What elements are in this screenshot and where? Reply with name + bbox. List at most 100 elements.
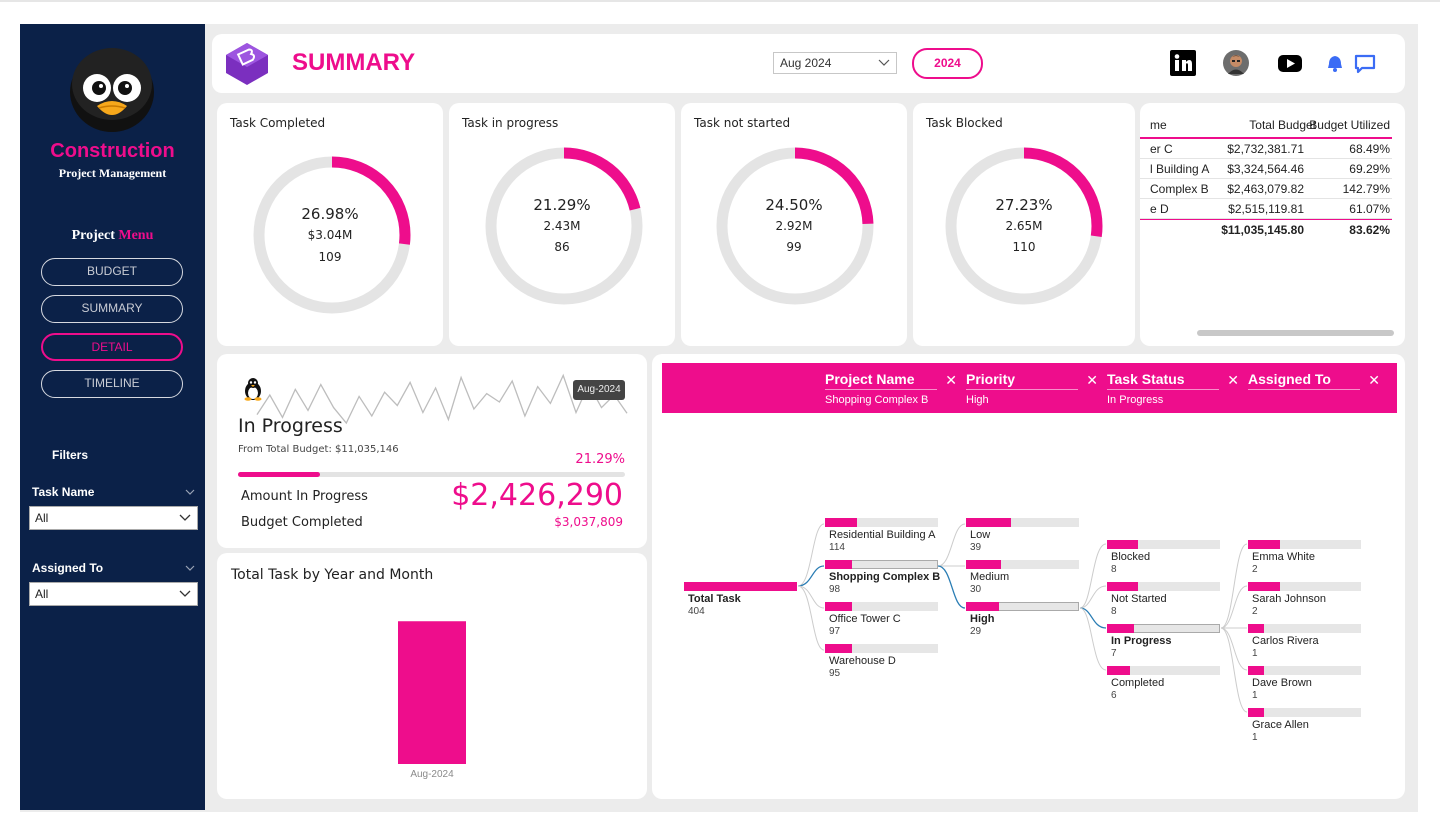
tree-node[interactable]: Shopping Complex B 98	[825, 560, 940, 598]
tree-node[interactable]: In Progress 7	[1107, 624, 1220, 662]
tree-node[interactable]: Sarah Johnson 2	[1248, 582, 1361, 620]
tree-node[interactable]: Carlos Rivera 1	[1248, 624, 1361, 662]
tree-node-label: Office Tower C	[829, 613, 901, 625]
close-icon[interactable]: ✕	[1086, 372, 1098, 388]
assigned-to-filter-label: Assigned To	[32, 561, 104, 575]
detail-button[interactable]: DETAIL	[41, 333, 183, 361]
tree-node[interactable]: Total Task 404	[684, 582, 797, 620]
kpi-title: Task not started	[694, 116, 791, 130]
kpi-card-blocked: Task Blocked 27.23% 2.65M 110	[913, 103, 1135, 346]
donut-chart	[716, 147, 874, 305]
tree-node[interactable]: Blocked 8	[1107, 540, 1220, 578]
chevron-down-icon[interactable]	[185, 563, 195, 573]
kpi-title: Task Blocked	[926, 116, 1003, 130]
column-header[interactable]: Total Budget	[1249, 118, 1316, 132]
table-cell: $2,515,119.81	[1228, 202, 1304, 216]
penguin-logo-icon	[67, 44, 157, 134]
tree-node-label: Sarah Johnson	[1252, 593, 1326, 605]
chevron-down-icon[interactable]	[185, 487, 195, 497]
level-priority: Priority High ✕	[966, 371, 1098, 406]
donut-chart	[945, 147, 1103, 305]
table-row[interactable]: e D $2,515,119.81 61.07%	[1140, 199, 1392, 219]
tree-node-fill	[1107, 540, 1139, 549]
tree-node-fill	[825, 560, 853, 569]
sparkline-tooltip: Aug-2024	[573, 380, 625, 400]
tree-node-fill	[825, 644, 852, 653]
table-cell: 142.79%	[1342, 182, 1390, 196]
summary-button[interactable]: SUMMARY	[41, 295, 183, 323]
kpi-percent: 24.50%	[765, 196, 823, 214]
date-select[interactable]: Aug 2024	[773, 52, 897, 74]
table-cell: Complex B	[1150, 182, 1209, 196]
tree-node-value: 404	[688, 606, 705, 617]
close-icon[interactable]: ✕	[945, 372, 957, 388]
tree-node-value: 39	[970, 542, 982, 553]
bootstrap-logo-icon	[222, 41, 272, 87]
timeline-button[interactable]: TIMELINE	[41, 370, 183, 398]
tree-node-label: Low	[970, 529, 991, 541]
youtube-icon[interactable]	[1277, 50, 1303, 76]
brand-subtitle: Project Management	[58, 166, 167, 180]
close-icon[interactable]: ✕	[1368, 372, 1380, 388]
bar[interactable]	[398, 621, 466, 764]
linkedin-icon[interactable]	[1170, 50, 1196, 76]
donut-arc	[716, 147, 874, 305]
tree-node[interactable]: Medium 30	[966, 560, 1079, 598]
table-row[interactable]: Complex B $2,463,079.82 142.79%	[1140, 179, 1392, 199]
table-cell: $2,463,079.82	[1227, 182, 1304, 196]
tree-node[interactable]: Grace Allen 1	[1248, 708, 1361, 746]
close-icon[interactable]: ✕	[1227, 372, 1239, 388]
column-header[interactable]: me	[1150, 118, 1167, 132]
kpi-count: 86	[554, 240, 570, 254]
tree-node-value: 2	[1252, 606, 1258, 617]
tree-connectors	[797, 523, 1248, 713]
chevron-down-icon	[179, 590, 191, 597]
budget-button[interactable]: BUDGET	[41, 258, 183, 286]
tree-node-value: 7	[1111, 648, 1117, 659]
level-name: Priority	[966, 371, 1078, 390]
chat-icon[interactable]	[1353, 53, 1377, 75]
assigned-to-select[interactable]: All	[29, 582, 198, 606]
tree-node-bar	[1107, 582, 1220, 591]
kpi-count: 99	[786, 240, 802, 254]
tree-node[interactable]: Low 39	[966, 518, 1079, 556]
tree-node[interactable]: High 29	[966, 602, 1079, 640]
tree-node-value: 8	[1111, 606, 1117, 617]
table-row[interactable]: l Building A $3,324,564.46 69.29%	[1140, 159, 1392, 179]
column-header[interactable]: Budget Utilized	[1309, 118, 1390, 132]
tree-node[interactable]: Not Started 8	[1107, 582, 1220, 620]
level-selection: High	[966, 394, 989, 406]
table-cell: er C	[1150, 142, 1173, 156]
tree-node-value: 8	[1111, 564, 1117, 575]
tree-node[interactable]: Office Tower C 97	[825, 602, 938, 640]
tree-node-value: 114	[829, 542, 845, 553]
tree-node[interactable]: Dave Brown 1	[1248, 666, 1361, 704]
tree-node[interactable]: Completed 6	[1107, 666, 1220, 704]
tree-node[interactable]: Warehouse D 95	[825, 644, 938, 682]
horizontal-scrollbar[interactable]	[1197, 330, 1394, 336]
level-task-status: Task Status In Progress ✕	[1107, 371, 1239, 406]
tree-node-value: 6	[1111, 690, 1117, 701]
linux-penguin-icon	[242, 377, 264, 401]
table-cell: $3,324,564.46	[1227, 162, 1304, 176]
progress-title: In Progress	[238, 415, 343, 437]
table-row[interactable]: er C $2,732,381.71 68.49%	[1140, 139, 1392, 159]
table-total-row: $11,035,145.80 83.62%	[1140, 219, 1392, 239]
tree-node-bar	[1248, 708, 1361, 717]
tree-node-fill	[1248, 624, 1265, 633]
kpi-percent: 26.98%	[301, 205, 359, 223]
page-title: SUMMARY	[292, 49, 416, 76]
brand-title: Construction	[50, 140, 175, 162]
profile-avatar[interactable]	[1223, 50, 1249, 76]
progress-bar	[238, 472, 625, 477]
year-button[interactable]: 2024	[912, 48, 983, 79]
tree-node-value: 29	[970, 626, 982, 637]
bell-icon[interactable]	[1324, 53, 1346, 75]
top-divider	[0, 0, 1440, 2]
tree-node[interactable]: Emma White 2	[1248, 540, 1361, 578]
task-name-select[interactable]: All	[29, 506, 198, 530]
tree-node-label: Blocked	[1111, 551, 1151, 563]
tree-node-value: 1	[1252, 690, 1258, 701]
tree-node-fill	[1107, 582, 1139, 591]
tree-node[interactable]: Residential Building A 114	[825, 518, 938, 556]
